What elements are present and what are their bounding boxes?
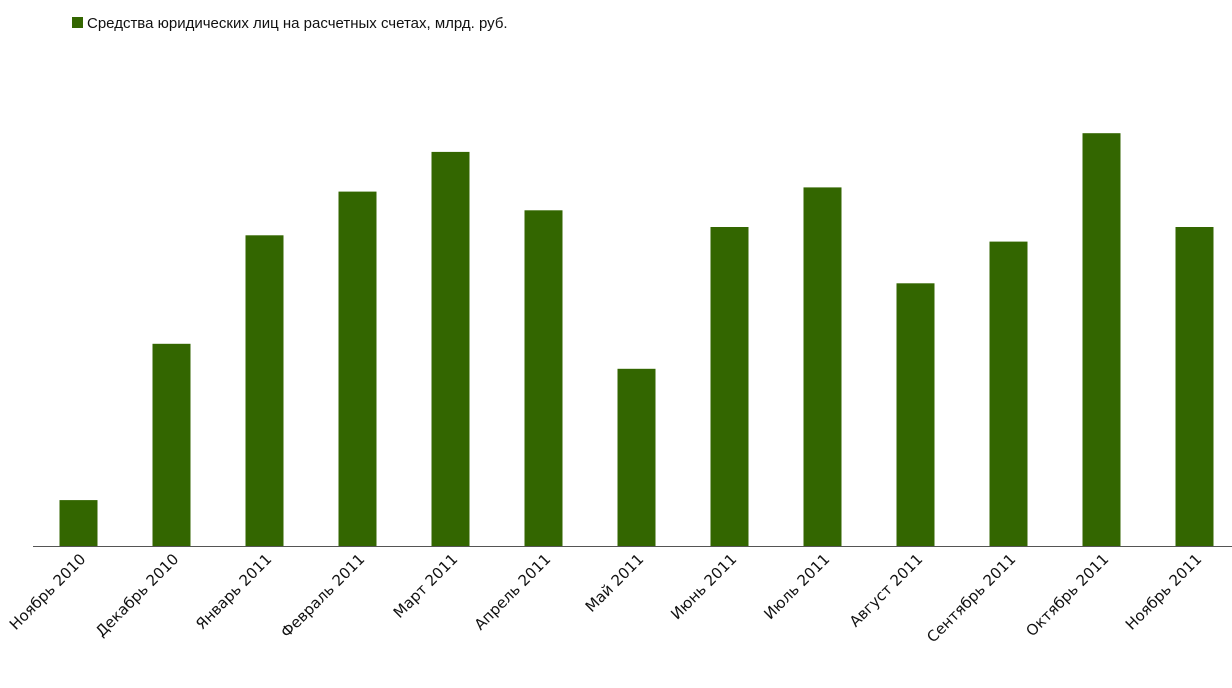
x-tick-label: Август 2011 — [846, 550, 926, 630]
bar-9 — [803, 187, 842, 546]
bar-12 — [1082, 133, 1121, 546]
x-tick-label: Октябрь 2011 — [1022, 550, 1112, 640]
bar-1 — [59, 500, 98, 546]
bar-10 — [896, 283, 935, 546]
bar-7 — [617, 368, 656, 546]
x-tick-label: Сентябрь 2011 — [923, 550, 1019, 646]
legend-entry: Средства юридических лиц на расчетных сч… — [87, 15, 508, 32]
bar-2 — [152, 343, 191, 546]
x-tick-label: Ноябрь 2011 — [1122, 550, 1205, 633]
bar-6 — [524, 210, 563, 547]
bar-3 — [245, 235, 284, 547]
bar-5 — [431, 151, 470, 546]
x-tick-label: Июнь 2011 — [667, 550, 740, 623]
bar-4 — [338, 191, 377, 546]
x-tick-labels: Ноябрь 2010 Декабрь 2010 Январь 2011 Феврал… — [6, 550, 1205, 646]
x-tick-label: Январь 2011 — [192, 550, 275, 633]
bar-8 — [710, 227, 749, 546]
legend: Средства юридических лиц на расчетных сч… — [72, 15, 508, 32]
x-tick-label: Май 2011 — [582, 550, 648, 616]
bar-13 — [1175, 227, 1214, 546]
x-tick-label: Март 2011 — [390, 550, 462, 622]
bars — [59, 133, 1214, 547]
legend-swatch — [72, 17, 83, 28]
x-tick-label: Июль 2011 — [760, 550, 833, 623]
x-tick-label: Ноябрь 2010 — [6, 550, 89, 633]
x-tick-label: Апрель 2011 — [471, 550, 555, 634]
x-tick-label: Декабрь 2010 — [92, 550, 182, 640]
x-tick-label: Февраль 2011 — [277, 550, 368, 641]
bar-11 — [989, 241, 1028, 546]
